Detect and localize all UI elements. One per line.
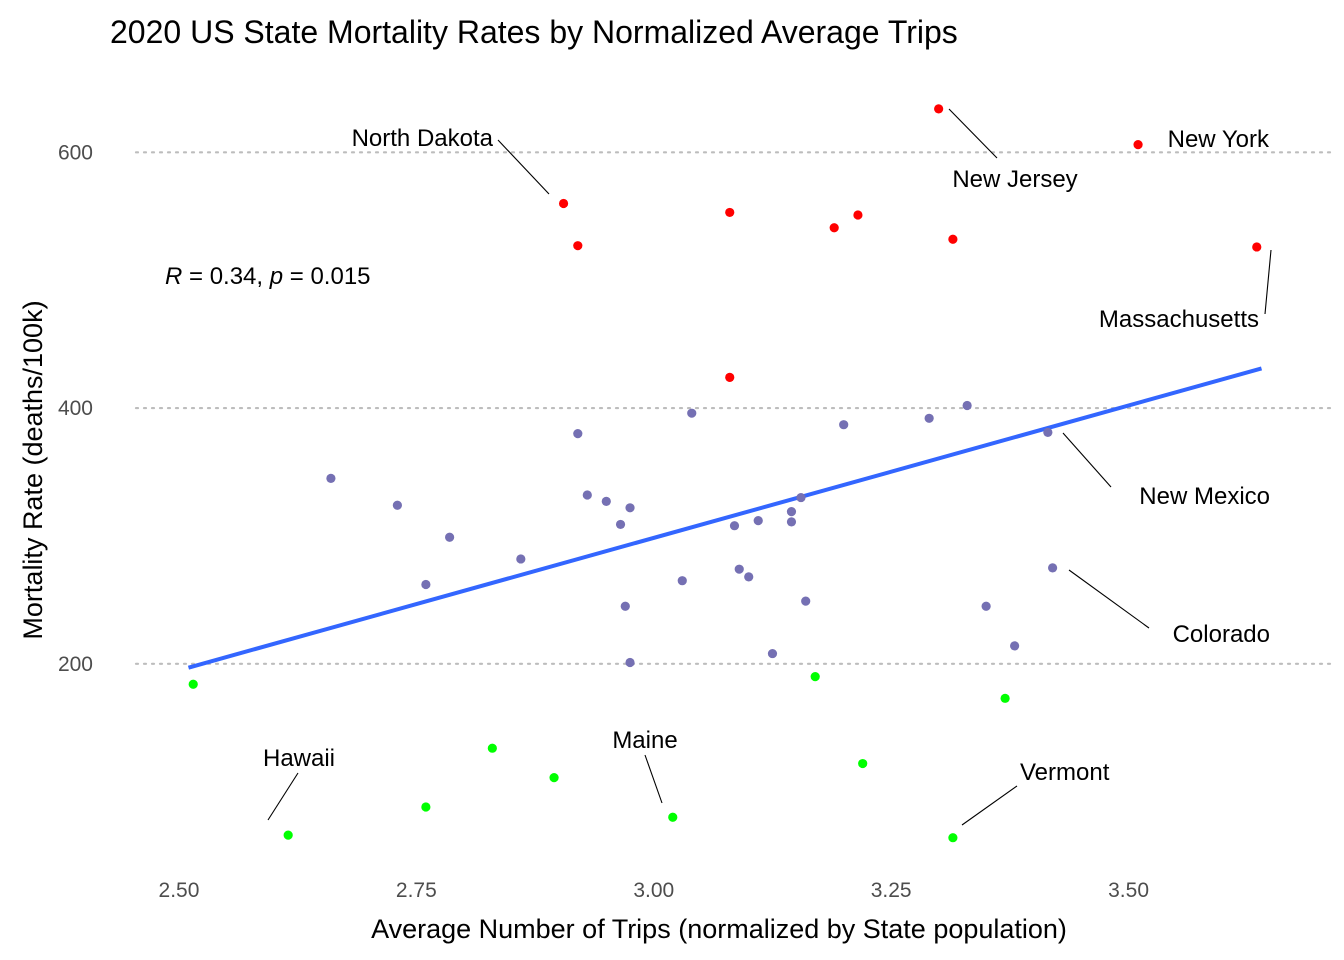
grid-lines (134, 151, 1332, 665)
data-point-mid (796, 492, 806, 503)
leader-line-hawaii (267, 772, 299, 821)
data-point-mid (677, 576, 687, 586)
data-point-mid (729, 521, 740, 531)
data-point-mid (1048, 563, 1058, 573)
x-tick-label: 3.00 (633, 879, 674, 902)
data-point-high (853, 210, 863, 220)
data-point-mid (1043, 427, 1053, 437)
data-point-high (829, 223, 839, 233)
data-point-low (948, 833, 958, 843)
data-point-mid (601, 496, 611, 507)
data-point-mid (687, 408, 697, 418)
r-value: = 0.34, (182, 263, 269, 290)
leader-line-new-jersey (948, 108, 998, 159)
annotation-new-york: New York (1168, 126, 1270, 153)
regression-line (187, 366, 1263, 670)
data-point-high (1133, 140, 1143, 150)
leader-line-new-mexico (1062, 432, 1112, 488)
annotation-north-dakota: North Dakota (352, 125, 494, 152)
data-point-low (810, 671, 820, 682)
data-point-mid (744, 572, 754, 582)
data-point-mid (924, 413, 934, 423)
x-tick-label: 3.50 (1108, 879, 1149, 902)
data-point-mid (326, 473, 336, 483)
data-point-low (668, 812, 678, 822)
data-point-high (1252, 242, 1262, 252)
data-point-low (421, 802, 431, 812)
annotation-new-jersey: New Jersey (952, 166, 1077, 193)
data-point-mid (625, 657, 635, 668)
data-point-high (573, 241, 583, 251)
data-point-mid (1010, 641, 1020, 651)
annotation-new-mexico: New Mexico (1139, 483, 1270, 510)
data-point-mid (615, 519, 626, 530)
data-point-low (283, 830, 293, 840)
leader-line-colorado (1068, 569, 1150, 629)
data-point-mid (620, 601, 630, 611)
x-tick-label: 2.75 (396, 879, 437, 902)
data-point-mid (516, 554, 526, 564)
data-point-mid (625, 503, 635, 513)
annotation-vermont: Vermont (1020, 759, 1110, 786)
trend-line-layer (187, 366, 1263, 670)
chart-title: 2020 US State Mortality Rates by Normali… (110, 14, 958, 50)
data-points (188, 104, 1262, 843)
data-point-mid (445, 532, 455, 542)
correlation-annotation: R = 0.34, p = 0.015 (165, 263, 371, 290)
data-point-mid (421, 579, 431, 590)
data-point-mid (786, 507, 797, 517)
annotation-hawaii: Hawaii (263, 745, 335, 772)
data-point-mid (734, 564, 744, 574)
r-symbol: R (165, 263, 182, 290)
x-tick-label: 2.50 (159, 879, 200, 902)
leader-line-massachusetts (1264, 249, 1272, 315)
data-point-mid (573, 429, 583, 439)
leader-line-vermont (961, 785, 1018, 826)
data-point-high (948, 234, 958, 244)
data-point-mid (753, 515, 763, 526)
annotation-colorado: Colorado (1173, 621, 1270, 648)
data-point-mid (981, 601, 991, 611)
y-tick-label: 400 (58, 397, 93, 420)
y-tick-label: 200 (58, 653, 93, 676)
data-point-mid (786, 517, 797, 527)
data-point-mid (962, 400, 972, 411)
annotation-maine: Maine (612, 727, 677, 754)
leader-line-maine (644, 754, 663, 804)
data-point-mid (392, 500, 402, 510)
data-point-high (725, 207, 735, 218)
leader-line-north-dakota (497, 139, 550, 195)
data-point-high (934, 104, 944, 114)
y-axis-label: Mortality Rate (deaths/100k) (18, 300, 48, 639)
data-point-mid (801, 596, 811, 606)
data-point-low (487, 743, 497, 753)
data-point-low (549, 773, 559, 783)
data-point-high (725, 372, 735, 382)
data-point-mid (767, 648, 778, 659)
x-axis-ticks: 2.50 2.75 3.00 3.25 3.50 (159, 879, 1149, 902)
p-symbol: p (269, 263, 283, 290)
y-tick-label: 600 (58, 141, 93, 164)
state-annotations: North Dakota New Jersey New York Massachuse… (263, 108, 1272, 826)
annotation-massachusetts: Massachusetts (1099, 306, 1259, 333)
data-point-high (558, 198, 569, 209)
x-axis-label: Average Number of Trips (normalized by S… (371, 914, 1067, 944)
data-point-low (188, 679, 198, 689)
data-point-mid (839, 420, 849, 430)
data-point-low (858, 758, 868, 769)
data-point-low (1000, 693, 1010, 703)
data-point-mid (582, 490, 592, 500)
p-value: = 0.015 (283, 263, 370, 290)
x-tick-label: 3.25 (871, 879, 912, 902)
y-axis-ticks: 200 400 600 (58, 141, 93, 675)
